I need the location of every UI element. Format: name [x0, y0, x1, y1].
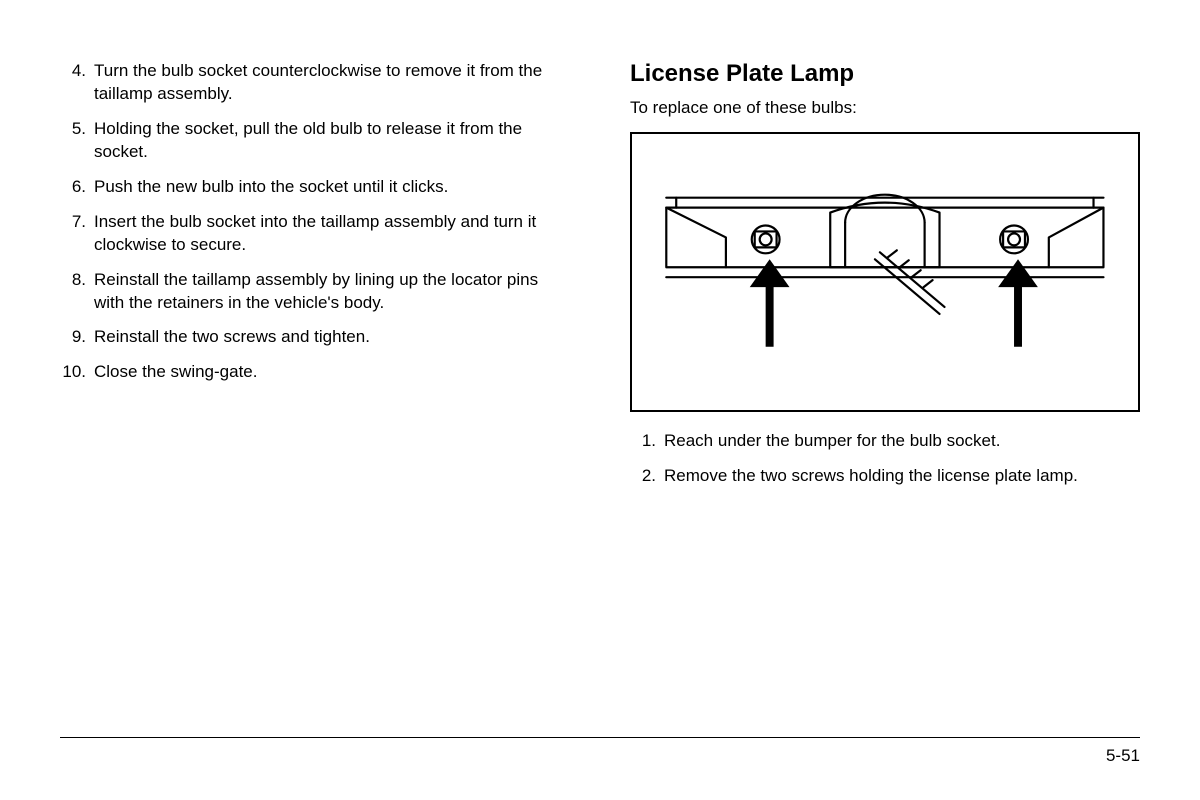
list-item: 1. Reach under the bumper for the bulb s…	[630, 430, 1140, 453]
page-body: 4. Turn the bulb socket counterclockwise…	[0, 0, 1200, 500]
left-column: 4. Turn the bulb socket counterclockwise…	[60, 60, 580, 500]
license-plate-lamp-figure	[630, 132, 1140, 412]
step-number: 10.	[60, 361, 94, 384]
step-text: Remove the two screws holding the licens…	[664, 465, 1140, 488]
arrow-icon	[998, 259, 1038, 346]
step-text: Close the swing-gate.	[94, 361, 570, 384]
list-item: 6. Push the new bulb into the socket unt…	[60, 176, 570, 199]
right-column: License Plate Lamp To replace one of the…	[620, 60, 1140, 500]
step-number: 2.	[630, 465, 664, 488]
section-heading: License Plate Lamp	[630, 60, 1140, 88]
list-item: 9. Reinstall the two screws and tighten.	[60, 326, 570, 349]
step-text: Holding the socket, pull the old bulb to…	[94, 118, 570, 164]
list-item: 8. Reinstall the taillamp assembly by li…	[60, 269, 570, 315]
step-number: 7.	[60, 211, 94, 257]
step-number: 5.	[60, 118, 94, 164]
step-number: 9.	[60, 326, 94, 349]
list-item: 5. Holding the socket, pull the old bulb…	[60, 118, 570, 164]
list-item: 4. Turn the bulb socket counterclockwise…	[60, 60, 570, 106]
step-number: 6.	[60, 176, 94, 199]
step-text: Reinstall the two screws and tighten.	[94, 326, 570, 349]
list-item: 7. Insert the bulb socket into the taill…	[60, 211, 570, 257]
diagram-svg	[642, 148, 1128, 396]
list-item: 2. Remove the two screws holding the lic…	[630, 465, 1140, 488]
step-text: Push the new bulb into the socket until …	[94, 176, 570, 199]
step-text: Reinstall the taillamp assembly by linin…	[94, 269, 570, 315]
step-text: Turn the bulb socket counterclockwise to…	[94, 60, 570, 106]
right-steps-list: 1. Reach under the bumper for the bulb s…	[630, 430, 1140, 488]
step-text: Reach under the bumper for the bulb sock…	[664, 430, 1140, 453]
step-number: 8.	[60, 269, 94, 315]
left-steps-list: 4. Turn the bulb socket counterclockwise…	[60, 60, 570, 384]
arrow-icon	[750, 259, 790, 346]
intro-text: To replace one of these bulbs:	[630, 98, 1140, 118]
footer-rule	[60, 737, 1140, 738]
step-number: 1.	[630, 430, 664, 453]
page-number: 5-51	[60, 746, 1140, 766]
step-text: Insert the bulb socket into the taillamp…	[94, 211, 570, 257]
step-number: 4.	[60, 60, 94, 106]
page-footer: 5-51	[60, 737, 1140, 766]
list-item: 10. Close the swing-gate.	[60, 361, 570, 384]
